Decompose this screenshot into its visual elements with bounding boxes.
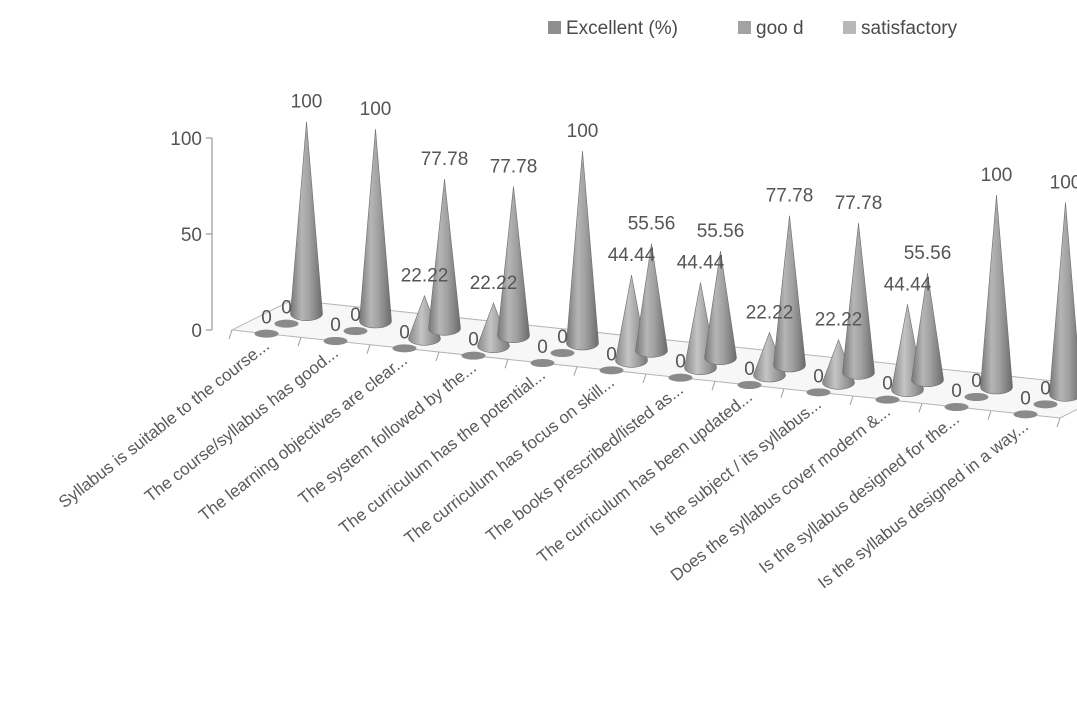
data-label: 0 xyxy=(606,344,617,365)
x-tick xyxy=(366,344,371,354)
cone-mark xyxy=(964,393,989,401)
cone-mark xyxy=(428,178,461,336)
legend-item-good: goo d xyxy=(738,18,804,39)
data-label: 55.56 xyxy=(628,214,676,235)
x-tick xyxy=(642,373,647,384)
cone-mark xyxy=(497,186,530,343)
data-label: 0 xyxy=(468,330,479,351)
data-label: 0 xyxy=(281,298,292,319)
data-label: 0 xyxy=(882,374,893,395)
cone-mark xyxy=(635,243,668,358)
legend-item-satisfactory: satisfactory xyxy=(843,18,958,39)
cone-mark xyxy=(290,121,323,321)
data-label: 0 xyxy=(537,337,548,358)
x-tick xyxy=(918,403,923,413)
data-label: 44.44 xyxy=(677,252,725,273)
y-tick-label: 50 xyxy=(181,225,202,246)
data-label: 100 xyxy=(291,92,323,113)
x-tick xyxy=(297,337,302,347)
cone-mark xyxy=(599,366,624,375)
cone-mark xyxy=(550,349,575,357)
cone-mark xyxy=(668,373,693,382)
data-label: 22.22 xyxy=(815,310,863,331)
chart-marks xyxy=(254,121,1077,419)
cone-mark xyxy=(323,337,348,345)
y-tick-label: 0 xyxy=(191,321,202,342)
x-tick xyxy=(849,395,854,406)
legend-label-excellent: Excellent (%) xyxy=(566,18,678,39)
data-label: 100 xyxy=(567,121,599,142)
data-label: 22.22 xyxy=(746,302,794,323)
data-label: 77.78 xyxy=(421,149,469,170)
data-label: 0 xyxy=(399,322,410,343)
x-tick xyxy=(987,410,992,420)
x-tick xyxy=(1056,417,1061,428)
cone-mark xyxy=(806,388,831,397)
cone-mark xyxy=(704,250,737,365)
data-label: 77.78 xyxy=(490,156,538,177)
legend-item-excellent: Excellent (%) xyxy=(548,18,678,39)
cone-mark xyxy=(254,329,279,338)
data-label: 44.44 xyxy=(608,245,656,266)
cone-mark xyxy=(773,215,806,373)
data-label: 0 xyxy=(350,305,361,326)
cone-mark xyxy=(980,194,1013,395)
cone-mark xyxy=(737,381,762,389)
data-label: 22.22 xyxy=(401,266,449,287)
axes: 0 50 100 xyxy=(170,129,213,342)
data-label: 0 xyxy=(813,366,824,387)
cone-mark xyxy=(1033,400,1058,409)
data-label: 44.44 xyxy=(884,274,932,295)
x-tick xyxy=(504,359,509,369)
data-label: 0 xyxy=(1040,378,1051,399)
data-label: 77.78 xyxy=(766,186,814,207)
data-label: 0 xyxy=(330,315,341,336)
legend-label-good: goo d xyxy=(756,18,804,39)
legend-swatch-good xyxy=(738,21,751,34)
legend-swatch-excellent xyxy=(548,21,561,34)
x-tick xyxy=(228,329,233,340)
data-label: 0 xyxy=(675,352,686,373)
cone-mark xyxy=(842,222,875,380)
legend-swatch-satisfactory xyxy=(843,21,856,34)
cone-mark xyxy=(359,128,392,329)
data-label: 100 xyxy=(981,165,1013,186)
cone-mark xyxy=(875,395,900,404)
cone-mark xyxy=(461,351,486,360)
data-label: 100 xyxy=(360,99,392,120)
data-label: 0 xyxy=(971,371,982,392)
y-tick-label: 100 xyxy=(170,129,202,150)
data-label: 55.56 xyxy=(697,221,745,242)
x-tick xyxy=(573,366,578,376)
x-tick xyxy=(711,381,716,391)
data-label: 0 xyxy=(261,308,272,329)
x-tick xyxy=(780,388,785,398)
data-label: 0 xyxy=(951,381,962,402)
cone-mark xyxy=(911,272,944,387)
data-label: 100 xyxy=(1050,172,1077,193)
cone-mark xyxy=(1013,410,1038,419)
data-label: 0 xyxy=(744,359,755,380)
legend-label-satisfactory: satisfactory xyxy=(861,18,958,39)
cone-mark xyxy=(392,344,417,353)
data-label: 77.78 xyxy=(835,193,883,214)
cone-mark xyxy=(530,359,555,367)
data-label: 0 xyxy=(557,327,568,348)
cone-mark xyxy=(566,150,599,351)
cone-mark xyxy=(944,403,969,411)
cone-mark xyxy=(343,327,368,335)
data-label: 55.56 xyxy=(904,243,952,264)
x-tick xyxy=(435,351,440,362)
data-label: 22.22 xyxy=(470,273,518,294)
data-label: 0 xyxy=(1020,388,1031,409)
cone-mark xyxy=(274,319,299,328)
legend: Excellent (%) goo d satisfactory xyxy=(548,18,958,39)
cone-mark xyxy=(1049,202,1077,402)
